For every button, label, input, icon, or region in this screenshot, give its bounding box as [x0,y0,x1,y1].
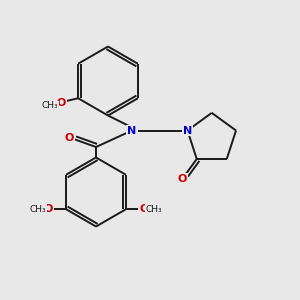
Text: CH₃: CH₃ [30,205,46,214]
Text: CH₃: CH₃ [42,101,58,110]
Text: O: O [65,133,74,143]
Text: O: O [56,98,66,108]
Text: O: O [44,204,53,214]
Text: N: N [128,125,136,136]
Text: O: O [139,204,148,214]
Text: CH₃: CH₃ [146,205,162,214]
Text: O: O [177,174,187,184]
Text: N: N [183,125,192,136]
